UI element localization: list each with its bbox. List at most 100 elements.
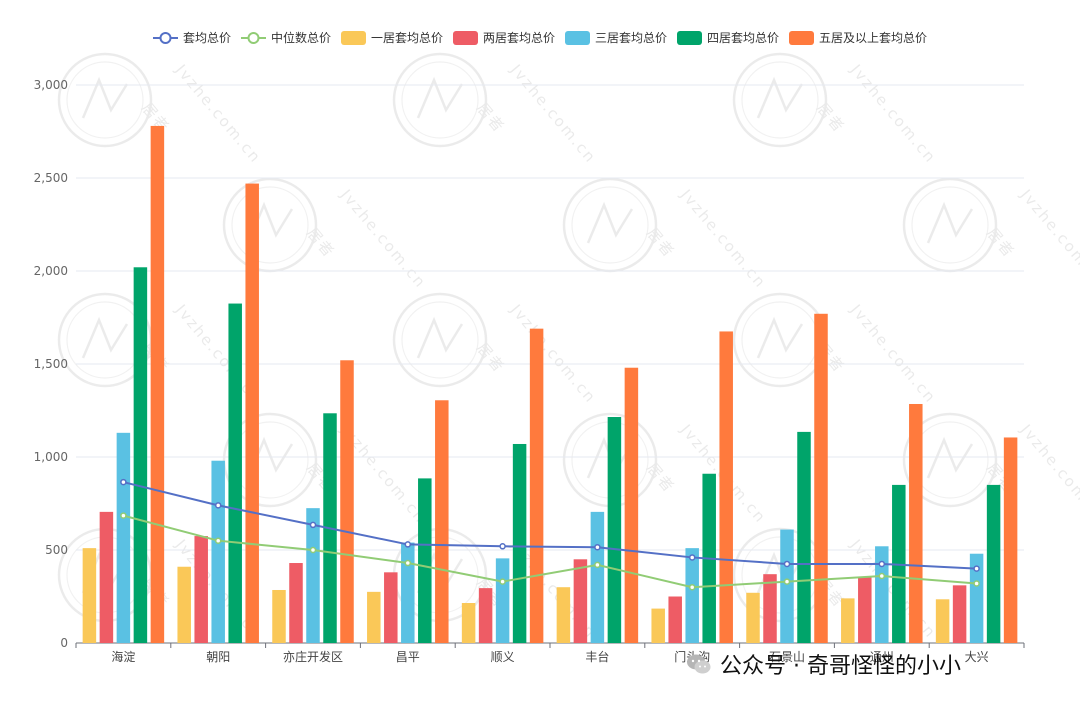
bar[interactable] — [841, 598, 855, 643]
legend-item[interactable]: 两居套均总价 — [452, 31, 555, 45]
bar[interactable] — [529, 328, 544, 643]
legend-circle-icon — [159, 32, 172, 44]
bar[interactable] — [797, 431, 811, 643]
line-point[interactable] — [594, 543, 601, 551]
bar[interactable] — [211, 460, 225, 643]
legend-label: 四居套均总价 — [707, 31, 779, 45]
bar[interactable] — [624, 367, 639, 643]
bar[interactable] — [495, 558, 510, 643]
bar[interactable] — [194, 536, 208, 643]
line-point[interactable] — [594, 561, 601, 569]
line-point[interactable] — [878, 572, 886, 580]
bar[interactable] — [384, 572, 398, 643]
watermark-url-text: Jvzhe.com.cn — [506, 300, 600, 407]
legend-item[interactable]: 套均总价 — [152, 31, 231, 45]
line-point[interactable] — [214, 502, 222, 509]
bar[interactable] — [418, 478, 432, 643]
bar[interactable] — [952, 585, 967, 643]
bar[interactable] — [150, 125, 165, 644]
bar[interactable] — [177, 566, 191, 643]
legend-swatch-icon — [677, 31, 703, 45]
x-category-label: 昌平 — [396, 650, 420, 664]
line-point[interactable] — [688, 554, 696, 561]
bar[interactable] — [478, 588, 493, 643]
bar[interactable] — [814, 313, 828, 643]
bar[interactable] — [556, 587, 571, 643]
bar[interactable] — [763, 574, 777, 643]
y-tick-label: 500 — [45, 543, 68, 557]
bar[interactable] — [858, 576, 872, 643]
bar[interactable] — [1003, 437, 1018, 643]
legend[interactable]: 套均总价 中位数总价 一居套均总价 两居套均总价 三居套均总价 四居套均总价 五居及以上套均… — [152, 30, 927, 45]
line-series-group — [120, 478, 980, 591]
line-point[interactable] — [688, 583, 696, 591]
bar[interactable] — [116, 432, 131, 643]
y-tick-label: 1,000 — [34, 450, 68, 464]
bar[interactable] — [651, 608, 665, 643]
bar[interactable] — [461, 603, 476, 643]
line-point[interactable] — [499, 578, 506, 585]
legend-swatch-icon — [565, 31, 590, 45]
x-category-label: 朝阳 — [206, 650, 230, 664]
line-point[interactable] — [309, 521, 317, 529]
bar[interactable] — [133, 267, 148, 643]
y-tick-label: 3,000 — [34, 78, 68, 92]
bar[interactable] — [512, 443, 527, 643]
line-point[interactable] — [120, 512, 127, 519]
line-point[interactable] — [878, 560, 886, 568]
bar[interactable] — [590, 511, 605, 643]
legend-item[interactable]: 四居套均总价 — [677, 31, 779, 45]
bar[interactable] — [875, 546, 889, 643]
bar[interactable] — [746, 592, 760, 643]
x-category-label: 丰台 — [585, 649, 609, 664]
bar[interactable] — [367, 591, 381, 643]
line-point[interactable] — [973, 580, 980, 587]
bar[interactable] — [228, 303, 242, 643]
series-line — [123, 481, 977, 570]
watermark-url-text: Jvzhe.com.cn — [676, 185, 770, 292]
bar[interactable] — [573, 559, 588, 643]
bar[interactable] — [935, 599, 950, 643]
bar[interactable] — [969, 553, 984, 643]
bar[interactable] — [719, 331, 733, 643]
x-category-label: 顺义 — [491, 650, 515, 664]
legend-label: 三居套均总价 — [595, 31, 667, 45]
line-point[interactable] — [120, 478, 127, 486]
bar[interactable] — [340, 360, 354, 643]
legend-item[interactable]: 五居及以上套均总价 — [789, 31, 927, 45]
bar[interactable] — [306, 508, 320, 643]
watermark-url-text: Jvzhe.com.cn — [846, 60, 940, 167]
bar[interactable] — [685, 548, 699, 643]
bar[interactable] — [99, 511, 114, 643]
bar[interactable] — [289, 563, 303, 643]
bar[interactable] — [401, 542, 415, 643]
bar[interactable] — [780, 529, 794, 643]
bar[interactable] — [245, 183, 259, 643]
bar[interactable] — [909, 403, 923, 643]
legend-item[interactable]: 三居套均总价 — [565, 31, 667, 45]
bar[interactable] — [272, 589, 286, 643]
line-point[interactable] — [499, 543, 506, 550]
bar[interactable] — [607, 417, 622, 643]
line-point[interactable] — [404, 541, 412, 548]
line-point[interactable] — [973, 565, 980, 572]
legend-swatch-icon — [789, 31, 815, 45]
line-point[interactable] — [214, 537, 222, 544]
bar[interactable] — [986, 484, 1001, 643]
legend-item[interactable]: 一居套均总价 — [340, 31, 443, 45]
line-point[interactable] — [404, 559, 412, 567]
line-point[interactable] — [783, 560, 791, 568]
bar[interactable] — [82, 548, 97, 643]
legend-item[interactable]: 中位数总价 — [240, 30, 331, 45]
line-point[interactable] — [309, 546, 317, 554]
line-point[interactable] — [783, 578, 791, 585]
legend-label: 一居套均总价 — [371, 31, 443, 45]
bar[interactable] — [435, 400, 449, 643]
bar[interactable] — [668, 596, 682, 644]
x-category-label: 石景山 — [769, 650, 805, 664]
